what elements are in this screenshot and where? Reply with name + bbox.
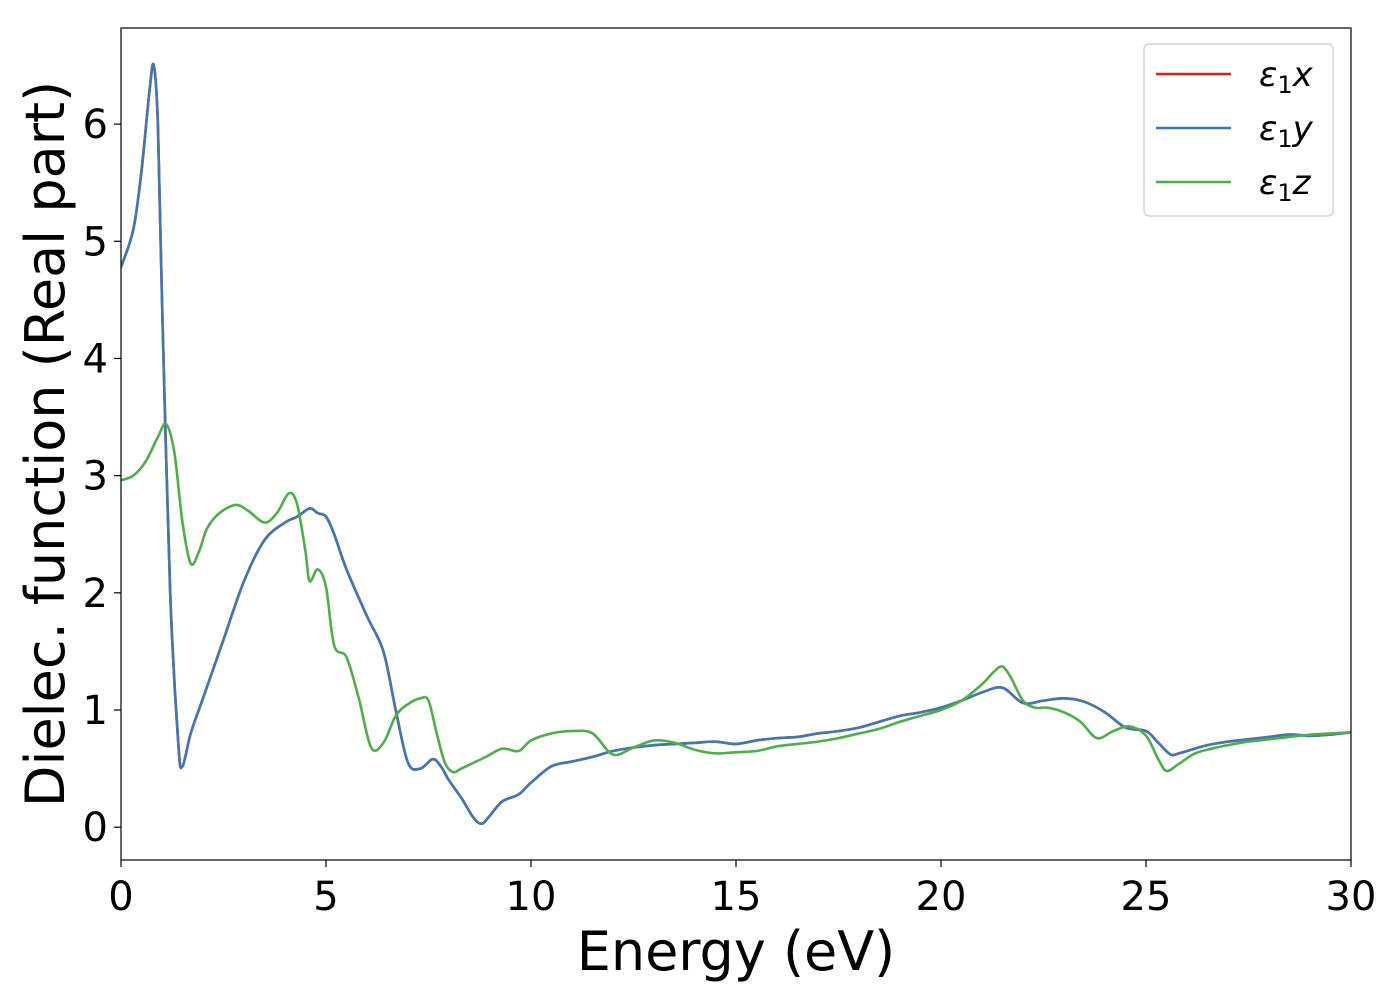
y-tick-label: 5 — [83, 219, 108, 265]
y-tick-label: 0 — [83, 805, 108, 851]
x-tick-label: 30 — [1326, 874, 1377, 920]
x-axis-label: Energy (eV) — [577, 920, 896, 983]
y-tick-label: 1 — [83, 688, 108, 734]
series-layer — [121, 62, 1351, 826]
legend: ε1x ε1y ε1z — [1143, 43, 1334, 217]
x-tick-label: 20 — [916, 874, 967, 920]
x-tick-label: 10 — [506, 874, 557, 920]
y-tick-label: 4 — [83, 336, 108, 382]
y-tick-label: 3 — [83, 454, 108, 500]
x-tick-label: 25 — [1121, 874, 1172, 920]
x-tick-label: 5 — [313, 874, 338, 920]
series-line-z — [121, 422, 1351, 774]
x-tick-label: 0 — [108, 874, 133, 920]
legend-label-z: ε1z — [1259, 163, 1312, 207]
x-tick-label: 15 — [711, 874, 762, 920]
legend-label-x: ε1x — [1259, 55, 1314, 99]
series-line-y — [121, 62, 1351, 826]
legend-label-y: ε1y — [1259, 109, 1314, 153]
y-tick-label: 6 — [83, 102, 108, 148]
y-tick-label: 2 — [83, 571, 108, 617]
y-axis-label: Dielec. function (Real part) — [14, 81, 77, 807]
legend-frame — [1143, 43, 1334, 217]
ticks-layer: 0 5 10 15 20 25 30 0 1 2 3 4 5 6 — [83, 102, 1377, 920]
